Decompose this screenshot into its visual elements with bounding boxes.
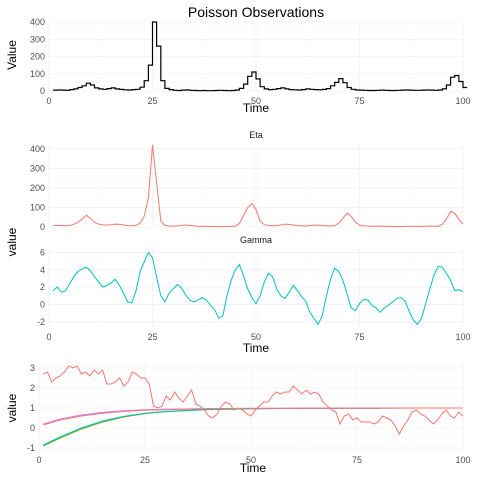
y-tick-label: 4	[40, 265, 45, 275]
p3-y-label: value	[5, 393, 19, 422]
p3-grid	[38, 362, 464, 450]
y-tick-label: 6	[40, 247, 45, 257]
chart-title: Poisson Observations	[188, 4, 324, 20]
y-tick-label: 300	[30, 34, 45, 44]
eta-grid	[48, 145, 464, 228]
facets-y-label: value	[5, 227, 19, 256]
y-tick-label: 0	[40, 86, 45, 96]
x-tick-label: 100	[455, 455, 470, 465]
p1-x-axis: 0 25 50 75 100	[46, 96, 470, 106]
y-tick-label: 3	[30, 363, 35, 373]
p3-x-axis: 0 25 50 75 100	[36, 455, 470, 465]
poisson-series-line-0	[53, 21, 468, 92]
gamma-series	[52, 251, 464, 326]
p1-series	[53, 21, 468, 92]
gamma-y-axis: -2 0 2 4 6	[37, 247, 45, 326]
x-tick-label: 75	[354, 332, 364, 342]
y-tick-label: -1	[27, 443, 35, 453]
gamma-grid	[48, 249, 464, 327]
x-tick-label: 0	[46, 96, 51, 106]
x-tick-label: 50	[251, 332, 261, 342]
facets-x-axis: 0 25 50 75 100	[46, 332, 470, 342]
x-tick-label: 100	[455, 332, 470, 342]
strip-gamma: Gamma	[240, 235, 272, 245]
y-tick-label: 200	[30, 52, 45, 62]
x-tick-label: 100	[455, 96, 470, 106]
y-tick-label: 0	[40, 222, 45, 232]
x-tick-label: 0	[46, 332, 51, 342]
x-tick-label: 50	[251, 96, 261, 106]
y-tick-label: 0	[40, 299, 45, 309]
p1-y-label: Value	[5, 40, 19, 70]
x-tick-label: 50	[246, 455, 256, 465]
y-tick-label: 2	[30, 383, 35, 393]
eta-series-line-0	[53, 144, 464, 228]
chain-series-line-4	[43, 407, 463, 426]
panel-poisson: Poisson Observations 0 100 200 300 400 0 25 50…	[5, 4, 471, 115]
y-tick-label: 100	[30, 202, 45, 212]
y-tick-label: 400	[30, 17, 45, 27]
p3-x-label: Time	[240, 461, 267, 475]
y-tick-label: 400	[30, 144, 45, 154]
x-tick-label: 25	[140, 455, 150, 465]
y-tick-label: 1	[30, 403, 35, 413]
p1-x-label: Time	[243, 101, 270, 115]
p3-y-axis: -1 0 1 2 3	[27, 363, 35, 453]
p3-series	[42, 365, 464, 447]
eta-series	[53, 144, 464, 228]
p1-grid	[48, 21, 464, 92]
x-tick-label: 25	[147, 96, 157, 106]
y-tick-label: 100	[30, 69, 45, 79]
eta-y-axis: 0 100 200 300 400	[30, 144, 45, 232]
y-tick-label: 300	[30, 163, 45, 173]
y-tick-label: 200	[30, 183, 45, 193]
y-tick-label: 2	[40, 282, 45, 292]
x-tick-label: 75	[354, 96, 364, 106]
p1-y-axis: 0 100 200 300 400	[30, 17, 45, 96]
facets-x-label: Time	[243, 341, 270, 355]
y-tick-label: -2	[37, 317, 45, 327]
gamma-series-line-0	[52, 251, 464, 326]
x-tick-label: 75	[352, 455, 362, 465]
chain-series-line-0	[42, 365, 464, 436]
x-tick-label: 0	[36, 455, 41, 465]
strip-eta: Eta	[249, 130, 263, 140]
y-tick-label: 0	[30, 423, 35, 433]
x-tick-label: 25	[147, 332, 157, 342]
